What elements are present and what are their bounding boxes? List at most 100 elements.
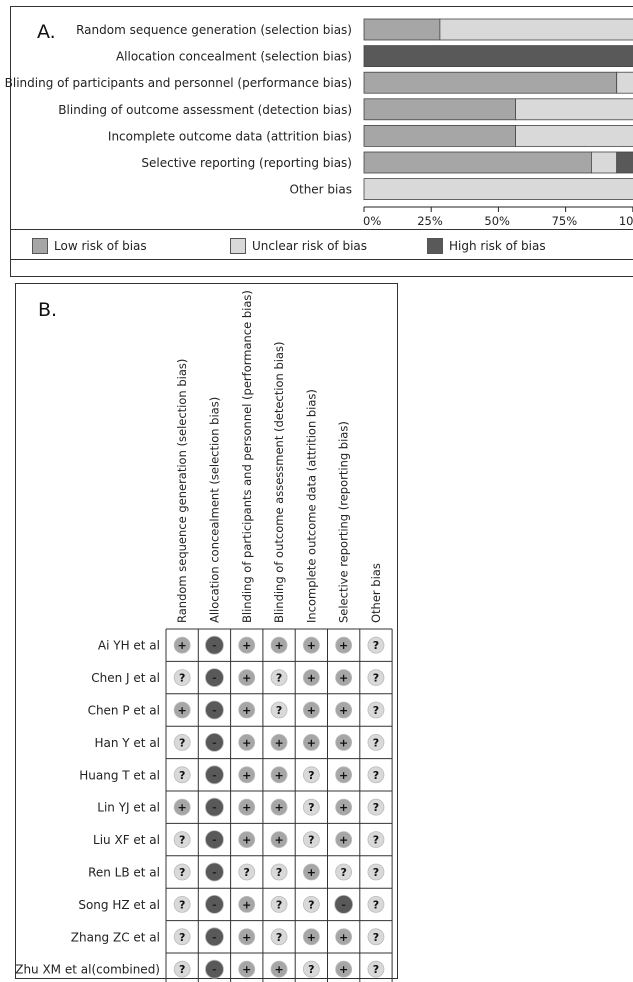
rating-circle [238,798,256,816]
rating-circle [302,669,320,686]
rating-symbol: ? [179,866,185,879]
rating-circle [205,733,224,752]
rating-symbol: + [339,672,348,685]
rating-circle [205,765,224,785]
rating-symbol: ? [373,672,379,685]
rating-symbol: + [274,834,283,847]
rating-symbol: + [339,834,348,847]
rating-circle [367,896,385,913]
rating-symbol: + [242,834,251,847]
x-tick-label: 50% [484,214,510,228]
rating-symbol: - [212,704,217,717]
risk-of-bias-summary-chart: Random sequence generation (selection bi… [5,18,633,228]
rating-circle [335,960,353,978]
category-label: Blinding of participants and personnel (… [5,76,352,90]
rating-symbol: + [339,801,348,814]
rating-symbol: ? [340,866,346,879]
rating-symbol: - [212,736,217,749]
rating-symbol: + [242,963,251,976]
rating-symbol: + [307,736,316,749]
rating-circle [238,896,256,913]
study-label: Zhu XM et al(combined) [15,963,160,977]
legend-item-high: High risk of bias [427,237,546,255]
rating-circle [367,636,385,654]
rating-symbol: + [242,898,251,911]
rating-symbol: + [274,639,283,652]
column-header: Incomplete outcome data (attrition bias) [304,389,318,623]
rating-circle [335,701,353,719]
rating-circle [205,700,224,720]
rating-circle [270,928,288,946]
rating-circle [302,701,320,719]
column-header: Selective reporting (reporting bias) [337,421,351,623]
rating-circle [302,863,320,881]
rating-circle [302,636,320,654]
rating-symbol: ? [308,801,314,814]
rating-symbol: ? [373,898,379,911]
rating-symbol: ? [308,834,314,847]
rating-circle [367,928,385,946]
rating-symbol: + [242,704,251,717]
rating-circle [270,896,288,913]
category-label: Allocation concealment (selection bias) [116,50,352,64]
rating-circle [335,766,353,784]
x-tick-label: 75% [552,214,578,228]
rating-circle [335,734,353,751]
study-label: Chen P et al [88,704,160,718]
rating-symbol: ? [308,769,314,782]
rating-symbol: - [212,931,217,944]
x-tick-label: 100% [619,214,633,228]
rating-symbol: ? [276,704,282,717]
rating-symbol: + [178,639,187,652]
column-header: Allocation concealment (selection bias) [207,397,221,623]
rating-symbol: - [212,963,217,976]
rating-symbol: ? [244,866,250,879]
rating-circle [270,766,288,784]
rating-symbol: ? [276,931,282,944]
rating-circle [302,766,320,784]
rating-symbol: ? [179,963,185,976]
rating-circle [270,863,288,881]
rating-symbol: + [339,704,348,717]
legend-item-unclear: Unclear risk of bias [230,237,367,255]
rating-symbol: + [178,704,187,717]
bar-segment [515,98,633,121]
legend-label-high: High risk of bias [449,239,546,253]
study-label: Song HZ et al [78,898,160,912]
rating-symbol: ? [373,834,379,847]
rating-circle [205,830,224,849]
rating-symbol: + [242,672,251,685]
rating-circle [205,895,224,914]
rating-circle [173,831,191,848]
rating-symbol: + [339,931,348,944]
column-header: Blinding of outcome assessment (detectio… [272,342,286,623]
rating-circle [335,928,353,946]
rating-symbol: - [212,834,217,847]
study-label: Liu XF et al [93,833,160,847]
rating-symbol: + [274,801,283,814]
bar-segment [515,125,633,147]
rating-symbol: - [212,898,217,911]
rating-circle [173,636,191,654]
rating-circle [238,766,256,784]
category-label: Selective reporting (reporting bias) [141,156,352,170]
rating-circle [367,766,385,784]
rating-circle [335,636,353,654]
study-label: Zhang ZC et al [71,930,160,944]
bar-segment [616,71,633,94]
rating-symbol: + [242,639,251,652]
study-label: Chen J et al [91,671,160,685]
rating-circle [173,863,191,881]
rating-circle [335,669,353,686]
column-header: Random sequence generation (selection bi… [175,359,189,623]
rating-symbol: ? [308,898,314,911]
rating-symbol: ? [179,834,185,847]
rating-circle [238,701,256,719]
rating-circle [173,960,191,978]
rating-symbol: ? [179,672,185,685]
rating-circle [205,668,224,687]
rating-circle [270,636,288,654]
rating-symbol: ? [276,898,282,911]
legend-swatch-low [32,238,48,254]
x-tick-label: 25% [417,214,443,228]
